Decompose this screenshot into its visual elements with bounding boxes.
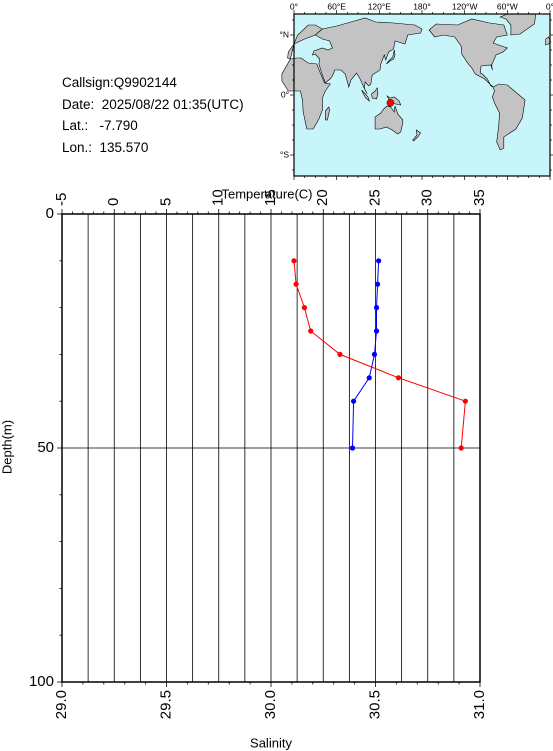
map-lat-label: 0° (281, 89, 289, 99)
temperature-point (373, 328, 380, 334)
station-info: Callsign:Q9902144 Date: 2025/08/22 01:35… (62, 72, 244, 158)
top-axis-tick-label: 25 (366, 189, 383, 206)
location-map: 0° 60°E 120°E 180° 120°W 60°W 0° 60°N 0° 60°S (280, 1, 553, 180)
bottom-axis-title: Salinity (250, 735, 292, 750)
temperature-point (366, 375, 372, 381)
bottom-axis-tick-label: 29.5 (157, 690, 174, 719)
temperature-point (376, 258, 382, 264)
bottom-axis-tick-label: 31.0 (471, 690, 488, 719)
salinity-point (395, 375, 402, 381)
map-lat-label: 60°N (280, 29, 289, 39)
y-axis-tick-label: 0 (46, 205, 54, 222)
salinity-point (291, 258, 297, 264)
temperature-point (350, 398, 357, 404)
salinity-point (293, 281, 299, 287)
top-axis-tick-label: 20 (314, 189, 331, 206)
top-axis-tick-label: 30 (419, 189, 436, 206)
map-lat-label: 60°S (280, 149, 289, 159)
land-madagascar (324, 106, 330, 121)
salinity-point (462, 398, 468, 404)
y-axis-title: Depth(m) (0, 420, 14, 474)
top-axis-tick-label: 5 (157, 198, 174, 206)
series-layer (291, 258, 468, 451)
land-sumatra (361, 89, 371, 102)
temperature-point (371, 351, 378, 357)
top-axis-tick-label: 10 (210, 189, 227, 206)
land-new-zealand (412, 129, 422, 142)
top-axis-tick-label: 15 (262, 189, 279, 206)
float-location-marker (386, 99, 395, 107)
temperature-point (373, 305, 380, 311)
map-land (281, 13, 552, 151)
map-frame (290, 10, 553, 180)
callsign-text: Callsign:Q9902144 (62, 75, 177, 90)
salinity-line (293, 260, 466, 449)
salinity-point (301, 305, 308, 311)
land-south-america (492, 83, 526, 151)
map-lon-label: 120°E (368, 1, 392, 11)
longitude-text: Lon.: 135.570 (62, 139, 149, 155)
y-axis-tick-label: 100 (29, 673, 54, 690)
bottom-axis-tick-label: 29.0 (53, 690, 70, 719)
map-lon-label: 60°E (327, 1, 346, 11)
land-australia (374, 105, 404, 135)
map-lon-label: 60°W (497, 1, 518, 11)
salinity-point (337, 351, 343, 357)
map-labels: 0° 60°E 120°E 180° 120°W 60°W 0° 60°N 0° 60°S (280, 1, 553, 159)
top-axis-tick-label: -5 (53, 193, 70, 206)
map-lon-label: 0° (546, 1, 553, 11)
temperature-point (349, 445, 356, 451)
land-borneo (371, 87, 379, 100)
top-axis-title: Temperature(C) (221, 186, 312, 201)
land-asia (312, 17, 423, 95)
top-axis-tick-label: 35 (471, 189, 488, 206)
salinity-point (458, 445, 464, 451)
salinity-point (308, 328, 314, 334)
latitude-text: Lat.: -7.790 (62, 118, 138, 133)
y-axis-tick-label: 50 (37, 439, 54, 456)
temperature-point (374, 281, 381, 287)
land-north-america (428, 18, 508, 88)
top-axis-tick-label: 0 (105, 198, 122, 206)
map-lon-label: 120°W (452, 1, 478, 11)
map-lon-label: 0° (290, 1, 298, 11)
bottom-axis-tick-label: 30.0 (262, 690, 279, 719)
date-text: Date: 2025/08/22 01:35(UTC) (62, 96, 244, 112)
land-japan (386, 49, 396, 65)
land-europe-africa (281, 24, 331, 130)
map-lon-label: 180° (413, 1, 431, 11)
bottom-axis-tick-label: 30.5 (366, 690, 383, 719)
temperature-line (352, 260, 380, 449)
